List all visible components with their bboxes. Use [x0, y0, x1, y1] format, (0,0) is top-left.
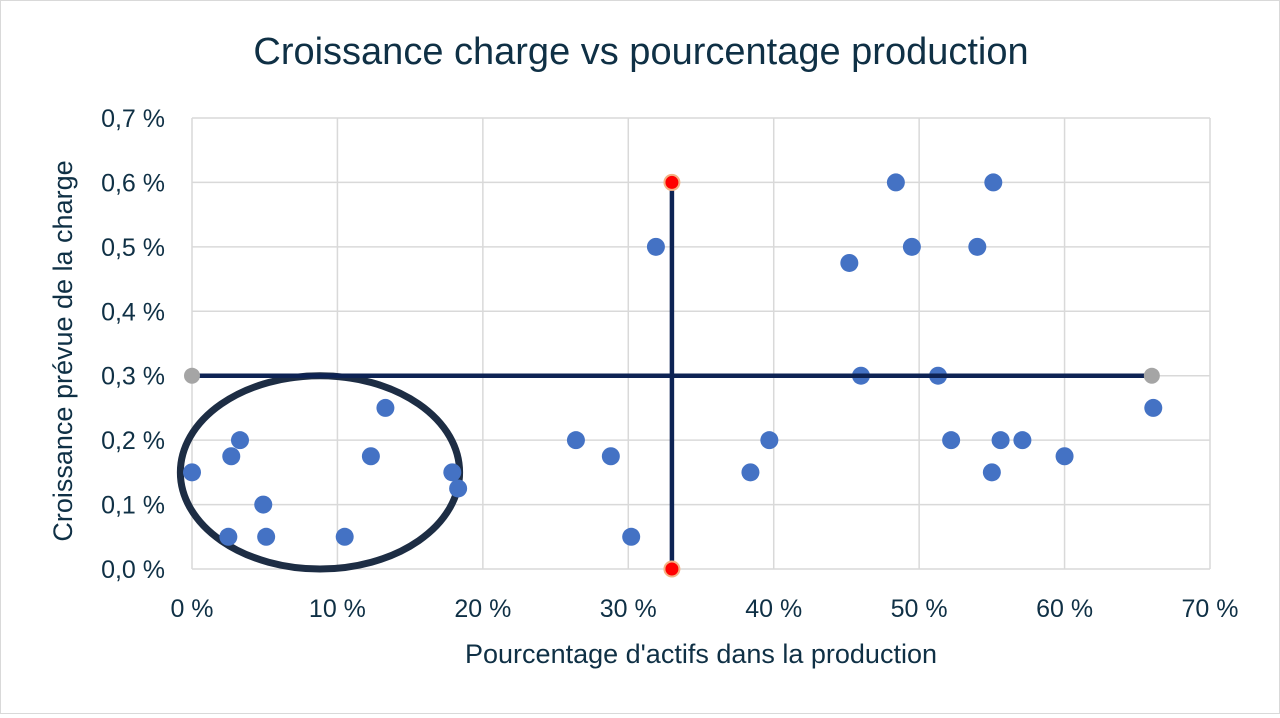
- data-point: [230, 431, 249, 450]
- data-point: [982, 463, 1001, 482]
- y-tick-label: 0,0 %: [101, 556, 165, 584]
- data-point: [840, 253, 859, 272]
- chart-title: Croissance charge vs pourcentage product…: [253, 31, 1028, 73]
- x-tick-label: 20 %: [454, 595, 511, 623]
- y-tick-label: 0,7 %: [101, 105, 165, 133]
- vertical-reference-endpoint: [663, 560, 681, 578]
- data-point: [984, 173, 1003, 192]
- y-tick-label: 0,4 %: [101, 298, 165, 326]
- data-point: [760, 431, 779, 450]
- x-tick-label: 60 %: [1036, 595, 1093, 623]
- data-point: [222, 447, 241, 466]
- data-point: [968, 237, 987, 256]
- data-point: [1055, 447, 1074, 466]
- x-tick-label: 40 %: [745, 595, 802, 623]
- data-point: [991, 431, 1010, 450]
- y-tick-label: 0,1 %: [101, 492, 165, 520]
- x-tick-label: 10 %: [309, 595, 366, 623]
- y-tick-label: 0,5 %: [101, 234, 165, 262]
- y-tick-label: 0,2 %: [101, 427, 165, 455]
- x-tick-label: 70 %: [1182, 595, 1239, 623]
- data-point: [183, 463, 201, 482]
- x-tick-label: 0 %: [170, 595, 213, 623]
- grid: [191, 117, 1211, 570]
- data-point: [335, 527, 354, 546]
- data-point: [886, 173, 905, 192]
- data-point: [1144, 398, 1163, 417]
- data-point: [449, 479, 468, 498]
- horizontal-reference-endpoint: [1143, 367, 1160, 384]
- x-axis-label: Pourcentage d'actifs dans la production: [465, 639, 937, 669]
- y-tick-label: 0,6 %: [101, 169, 165, 197]
- data-point: [646, 237, 665, 256]
- data-points: [183, 173, 1163, 546]
- horizontal-reference-endpoint: [184, 367, 200, 384]
- y-axis-label: Croissance prévue de la charge: [48, 160, 78, 541]
- data-point: [376, 398, 395, 417]
- data-point: [902, 237, 921, 256]
- y-tick-label: 0,3 %: [101, 363, 165, 391]
- data-point: [622, 527, 641, 546]
- x-tick-label: 50 %: [891, 595, 948, 623]
- data-point: [601, 447, 620, 466]
- vertical-reference-endpoint: [663, 173, 681, 191]
- data-point: [443, 463, 462, 482]
- data-point: [741, 463, 760, 482]
- data-point: [361, 447, 380, 466]
- data-point: [257, 527, 276, 546]
- x-axis-ticks: 0 % 10 % 20 % 30 % 40 % 50 % 60 % 70 %: [170, 595, 1238, 623]
- data-point: [942, 431, 961, 450]
- data-point: [566, 431, 585, 450]
- data-point: [1013, 431, 1032, 450]
- y-axis-ticks: 0,0 % 0,1 % 0,2 % 0,3 % 0,4 % 0,5 % 0,6 % 0,7 %: [101, 105, 165, 584]
- x-tick-label: 30 %: [600, 595, 657, 623]
- data-point: [219, 527, 238, 546]
- reference-lines: [184, 173, 1160, 578]
- data-point: [254, 495, 273, 514]
